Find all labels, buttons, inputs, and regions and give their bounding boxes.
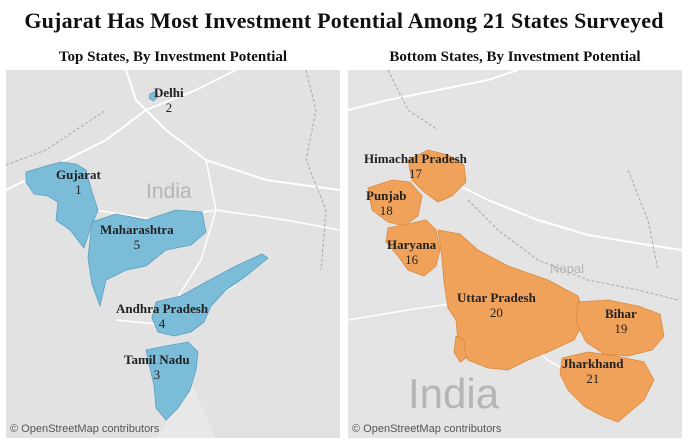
top-states-map-canvas xyxy=(6,70,340,438)
state-label-tamil-nadu: Tamil Nadu 3 xyxy=(124,352,190,382)
top-states-map[interactable]: India Delhi 2 Gujarat 1 Maharashtra 5 An… xyxy=(6,70,340,438)
state-rank-jharkhand: 21 xyxy=(586,371,600,386)
state-label-gujarat: Gujarat 1 xyxy=(56,167,101,197)
state-name-haryana: Haryana xyxy=(387,237,437,252)
state-rank-uttar-pradesh: 20 xyxy=(489,305,503,320)
state-name-gujarat: Gujarat xyxy=(56,167,101,182)
state-name-bihar: Bihar xyxy=(605,306,637,321)
state-gujarat xyxy=(25,161,99,249)
right-panel-title: Bottom States, By Investment Potential xyxy=(389,49,641,65)
state-name-himachal-pradesh: Himachal Pradesh xyxy=(364,151,467,166)
state-label-andhra-pradesh: Andhra Pradesh 4 xyxy=(116,301,208,331)
state-uttar-pradesh xyxy=(437,229,587,371)
country-label-india: India xyxy=(408,370,500,417)
state-rank-himachal-pradesh: 17 xyxy=(408,166,422,181)
state-label-uttar-pradesh: Uttar Pradesh 20 xyxy=(457,290,536,320)
state-name-tamil-nadu: Tamil Nadu xyxy=(124,352,190,367)
state-name-andhra-pradesh: Andhra Pradesh xyxy=(116,301,209,316)
state-tamil-nadu xyxy=(145,341,199,421)
state-label-himachal-pradesh: Himachal Pradesh 17 xyxy=(364,151,467,181)
state-label-jharkhand: Jharkhand 21 xyxy=(562,356,623,386)
bottom-states-map-canvas xyxy=(348,70,682,438)
state-up-exclave xyxy=(453,335,467,363)
country-label-india: India xyxy=(146,180,192,203)
india-land xyxy=(6,70,340,438)
state-label-haryana: Haryana 16 xyxy=(387,237,436,267)
state-label-maharashtra: Maharashtra 5 xyxy=(100,222,174,252)
state-maharashtra xyxy=(87,209,207,308)
state-rank-bihar: 19 xyxy=(614,321,628,336)
left-panel-title: Top States, By Investment Potential xyxy=(58,49,288,65)
state-label-punjab: Punjab 18 xyxy=(366,188,406,218)
state-rank-maharashtra: 5 xyxy=(133,237,141,252)
bottom-states-map[interactable]: Nepal India Himachal Pradesh 17 Punjab 1… xyxy=(348,70,682,438)
state-delhi xyxy=(148,90,159,102)
state-rank-tamil-nadu: 3 xyxy=(153,367,161,382)
state-name-maharashtra: Maharashtra xyxy=(100,222,174,237)
state-label-bihar: Bihar 19 xyxy=(605,306,637,336)
state-bihar xyxy=(575,299,665,357)
state-haryana xyxy=(385,219,441,277)
state-rank-gujarat: 1 xyxy=(75,182,82,197)
country-label-nepal: Nepal xyxy=(550,261,584,276)
page-title: Gujarat Has Most Investment Potential Am… xyxy=(24,8,664,33)
state-himachal-pradesh xyxy=(407,149,467,203)
state-name-jharkhand: Jharkhand xyxy=(562,356,624,371)
state-rank-punjab: 18 xyxy=(379,203,393,218)
state-andhra-pradesh xyxy=(151,253,269,337)
map-attribution[interactable]: © OpenStreetMap contributors xyxy=(352,423,502,435)
state-jharkhand xyxy=(559,351,655,423)
state-name-punjab: Punjab xyxy=(366,188,407,203)
state-punjab xyxy=(367,179,423,227)
state-rank-haryana: 16 xyxy=(405,252,419,267)
state-rank-delhi: 2 xyxy=(165,100,173,115)
state-name-delhi: Delhi xyxy=(154,85,184,100)
state-label-delhi: Delhi 2 xyxy=(154,85,184,115)
state-rank-andhra-pradesh: 4 xyxy=(158,316,166,331)
state-name-uttar-pradesh: Uttar Pradesh xyxy=(457,290,536,305)
map-attribution[interactable]: © OpenStreetMap contributors xyxy=(10,423,160,435)
